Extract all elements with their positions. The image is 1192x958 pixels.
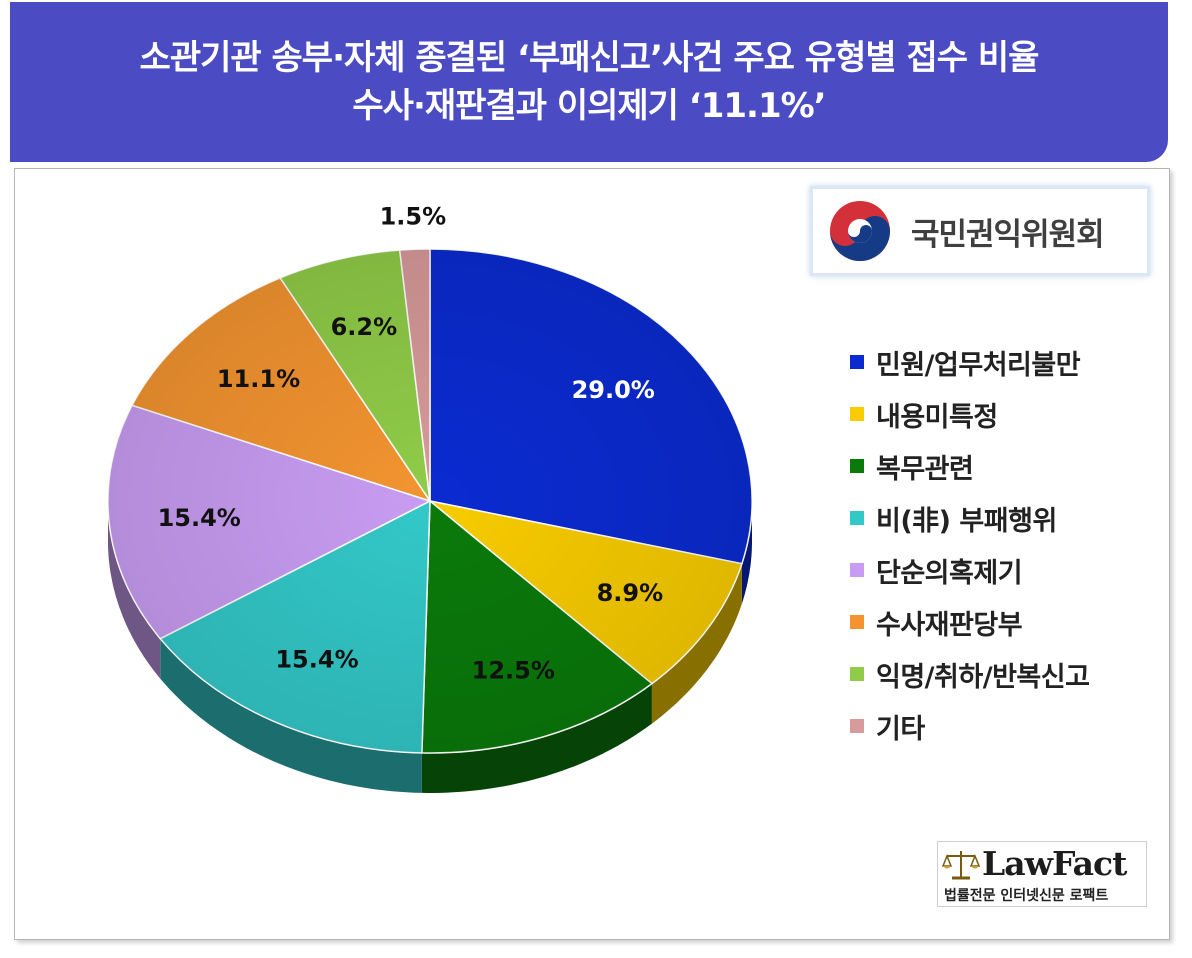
legend-label: 내용미특정 bbox=[876, 401, 998, 433]
pie-label-0: 29.0% bbox=[572, 376, 655, 404]
legend-label: 익명/취하/반복신고 bbox=[876, 661, 1090, 693]
legend-swatch bbox=[850, 563, 864, 577]
pie-side-1 bbox=[651, 563, 742, 724]
legend-item: 익명/취하/반복신고 bbox=[850, 648, 1160, 700]
legend-swatch bbox=[850, 719, 864, 733]
pie-label-3: 15.4% bbox=[275, 645, 358, 673]
legend-label: 복무관련 bbox=[876, 453, 974, 485]
org-logo: 국민권익위원회 bbox=[810, 186, 1150, 276]
legend-item: 기타 bbox=[850, 700, 1160, 752]
pie-depth-layer bbox=[108, 501, 752, 793]
header-title-line2: 수사·재판결과 이의제기 ‘11.1%’ bbox=[352, 86, 826, 126]
legend-swatch bbox=[850, 511, 864, 525]
legend-item: 비(非) 부패행위 bbox=[850, 492, 1160, 544]
pie-label-4: 15.4% bbox=[158, 504, 241, 532]
legend-item: 단순의혹제기 bbox=[850, 544, 1160, 596]
pie-label-7: 1.5% bbox=[380, 203, 447, 231]
legend-label: 수사재판당부 bbox=[876, 609, 1023, 641]
pie-side-0 bbox=[741, 501, 752, 604]
legend-swatch bbox=[850, 355, 864, 369]
header-title-line1: 소관기관 송부·자체 종결된 ‘부패신고’사건 주요 유형별 접수 비율 bbox=[139, 38, 1040, 78]
org-name: 국민권익위원회 bbox=[911, 216, 1105, 253]
pie-label-2: 12.5% bbox=[472, 656, 555, 684]
pie-side-2 bbox=[421, 683, 652, 793]
scales-of-justice-icon bbox=[942, 851, 980, 880]
legend-label: 기타 bbox=[876, 713, 925, 745]
lawfact-watermark: LawFact 법률전문 인터넷신문 로팩트 bbox=[937, 841, 1147, 907]
pie-side-4 bbox=[108, 501, 161, 679]
legend-item: 복무관련 bbox=[850, 440, 1160, 492]
lawfact-subtitle: 법률전문 인터넷신문 로팩트 bbox=[944, 888, 1109, 904]
pie-label-1: 8.9% bbox=[597, 579, 664, 607]
legend-item: 민원/업무처리불만 bbox=[850, 336, 1160, 388]
pie-label-5: 11.1% bbox=[217, 365, 300, 393]
pie-labels-layer: 29.0% 8.9% 12.5% 15.4% 15.4% 11.1% 6.2% 1.5% bbox=[158, 203, 664, 685]
taegeuk-emblem-icon bbox=[830, 201, 890, 261]
legend-swatch bbox=[850, 615, 864, 629]
legend-item: 내용미특정 bbox=[850, 388, 1160, 440]
legend-label: 비(非) 부패행위 bbox=[876, 505, 1057, 537]
legend-label: 단순의혹제기 bbox=[876, 557, 1023, 589]
legend-item: 수사재판당부 bbox=[850, 596, 1160, 648]
pie-slices-layer bbox=[107, 248, 753, 754]
lawfact-brand: LawFact bbox=[982, 844, 1127, 883]
pie-label-6: 6.2% bbox=[331, 313, 398, 341]
legend-swatch bbox=[850, 459, 864, 473]
legend-label: 민원/업무처리불만 bbox=[876, 349, 1081, 381]
legend-swatch bbox=[850, 667, 864, 681]
pie-side-3 bbox=[160, 638, 422, 793]
pie-shading bbox=[108, 249, 752, 753]
legend-swatch bbox=[850, 407, 864, 421]
header-banner: 소관기관 송부·자체 종결된 ‘부패신고’사건 주요 유형별 접수 비율 수사·… bbox=[10, 2, 1168, 162]
